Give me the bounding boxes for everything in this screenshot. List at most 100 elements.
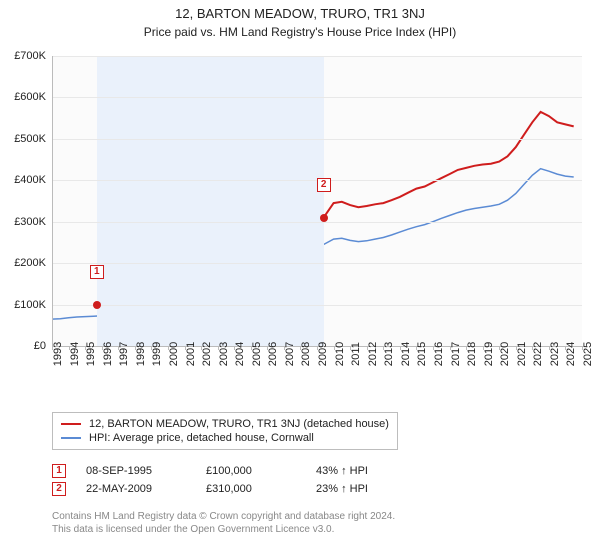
y-tick-label: £200K <box>0 257 46 269</box>
x-tick-label: 2001 <box>185 342 197 366</box>
x-tick <box>483 346 484 350</box>
x-tick-label: 2021 <box>516 342 528 366</box>
x-tick <box>85 346 86 350</box>
x-tick-label: 2016 <box>433 342 445 366</box>
x-tick <box>466 346 467 350</box>
x-tick <box>267 346 268 350</box>
legend-item: 12, BARTON MEADOW, TRURO, TR1 3NJ (detac… <box>61 417 389 431</box>
sale-point <box>320 214 328 222</box>
x-tick <box>135 346 136 350</box>
x-tick <box>334 346 335 350</box>
x-tick <box>350 346 351 350</box>
x-tick-label: 2017 <box>450 342 462 366</box>
x-tick-label: 1998 <box>135 342 147 366</box>
legend: 12, BARTON MEADOW, TRURO, TR1 3NJ (detac… <box>52 412 398 450</box>
x-tick-label: 1996 <box>102 342 114 366</box>
x-tick <box>251 346 252 350</box>
y-tick-label: £400K <box>0 174 46 186</box>
x-tick-label: 2020 <box>499 342 511 366</box>
sale-marker-2: 2 <box>317 178 331 192</box>
chart-area: £0£100K£200K£300K£400K£500K£600K£700K199… <box>0 46 600 406</box>
x-tick-label: 1995 <box>85 342 97 366</box>
x-tick <box>52 346 53 350</box>
x-tick-label: 2000 <box>168 342 180 366</box>
sale-marker-1: 1 <box>90 265 104 279</box>
x-tick-label: 2010 <box>334 342 346 366</box>
x-tick-label: 1994 <box>69 342 81 366</box>
footer-text: Contains HM Land Registry data © Crown c… <box>52 510 395 536</box>
x-tick <box>433 346 434 350</box>
x-tick <box>118 346 119 350</box>
gridline <box>52 97 582 98</box>
y-tick-label: £100K <box>0 299 46 311</box>
x-tick <box>168 346 169 350</box>
legend-label: 12, BARTON MEADOW, TRURO, TR1 3NJ (detac… <box>89 418 389 430</box>
y-tick-label: £500K <box>0 133 46 145</box>
x-tick <box>450 346 451 350</box>
gridline <box>52 263 582 264</box>
x-tick-label: 2005 <box>251 342 263 366</box>
chart-subtitle: Price paid vs. HM Land Registry's House … <box>0 21 600 43</box>
x-tick-label: 2009 <box>317 342 329 366</box>
x-tick-label: 2022 <box>532 342 544 366</box>
y-tick-label: £700K <box>0 50 46 62</box>
legend-swatch <box>61 423 81 425</box>
footer-line-2: This data is licensed under the Open Gov… <box>52 523 395 536</box>
gridline <box>52 139 582 140</box>
x-tick-label: 2012 <box>367 342 379 366</box>
x-tick-label: 2013 <box>383 342 395 366</box>
x-tick <box>416 346 417 350</box>
sale-point <box>93 301 101 309</box>
sale-price: £310,000 <box>206 483 296 495</box>
sale-date: 22-MAY-2009 <box>86 483 186 495</box>
chart-title: 12, BARTON MEADOW, TRURO, TR1 3NJ <box>0 0 600 21</box>
sale-hpi: 43% ↑ HPI <box>316 465 406 477</box>
x-tick-label: 2006 <box>267 342 279 366</box>
x-tick-label: 2019 <box>483 342 495 366</box>
x-tick <box>565 346 566 350</box>
x-tick <box>284 346 285 350</box>
sale-price: £100,000 <box>206 465 296 477</box>
x-tick <box>234 346 235 350</box>
x-tick <box>201 346 202 350</box>
x-tick-label: 2024 <box>565 342 577 366</box>
x-tick-label: 1993 <box>52 342 64 366</box>
x-tick-label: 2015 <box>416 342 428 366</box>
shaded-region <box>97 56 324 346</box>
legend-swatch <box>61 437 81 439</box>
x-tick <box>516 346 517 350</box>
x-tick <box>582 346 583 350</box>
x-tick-label: 2018 <box>466 342 478 366</box>
x-tick <box>549 346 550 350</box>
x-tick <box>400 346 401 350</box>
gridline <box>52 305 582 306</box>
sales-list: 108-SEP-1995£100,00043% ↑ HPI222-MAY-200… <box>52 462 406 498</box>
sale-row: 2 22-MAY-2009 £310,000 23% ↑ HPI <box>52 480 406 498</box>
x-tick <box>102 346 103 350</box>
y-tick-label: £600K <box>0 91 46 103</box>
sale-marker-icon: 2 <box>52 482 66 496</box>
x-tick-label: 2014 <box>400 342 412 366</box>
x-tick <box>185 346 186 350</box>
legend-label: HPI: Average price, detached house, Corn… <box>89 432 314 444</box>
x-tick-label: 1999 <box>151 342 163 366</box>
x-tick <box>532 346 533 350</box>
y-tick-label: £0 <box>0 340 46 352</box>
x-tick <box>218 346 219 350</box>
x-tick-label: 2011 <box>350 342 362 366</box>
x-tick-label: 1997 <box>118 342 130 366</box>
legend-item: HPI: Average price, detached house, Corn… <box>61 431 389 445</box>
y-axis <box>52 56 53 346</box>
x-tick-label: 2007 <box>284 342 296 366</box>
x-tick <box>69 346 70 350</box>
sale-hpi: 23% ↑ HPI <box>316 483 406 495</box>
sale-marker-icon: 1 <box>52 464 66 478</box>
x-tick <box>300 346 301 350</box>
x-tick <box>367 346 368 350</box>
x-tick <box>499 346 500 350</box>
chart-container: 12, BARTON MEADOW, TRURO, TR1 3NJ Price … <box>0 0 600 560</box>
x-tick-label: 2008 <box>300 342 312 366</box>
x-tick-label: 2002 <box>201 342 213 366</box>
x-tick <box>317 346 318 350</box>
x-tick <box>383 346 384 350</box>
